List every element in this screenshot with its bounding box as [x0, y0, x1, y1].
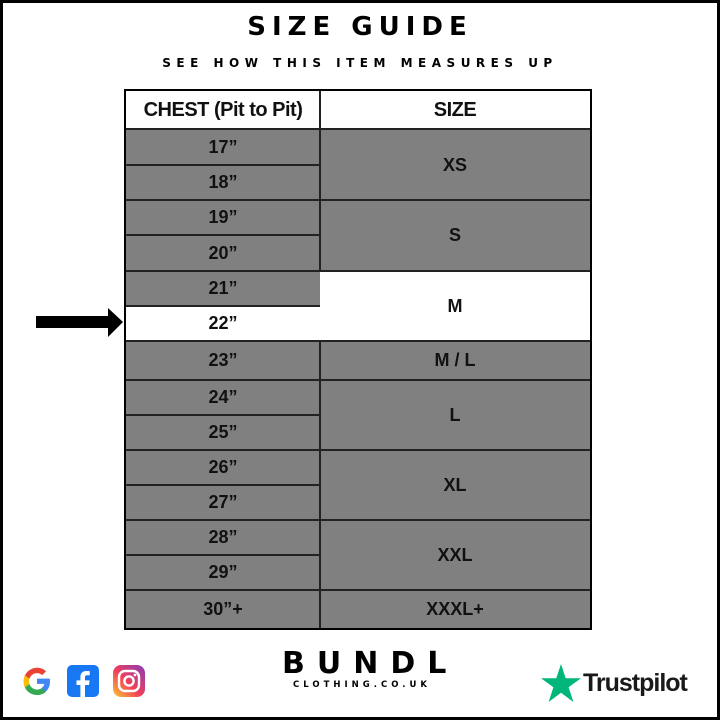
- table-divider: [319, 341, 321, 380]
- chest-cell: 27”: [208, 492, 238, 512]
- table-divider: [126, 449, 590, 451]
- chest-cell: 20”: [208, 242, 238, 263]
- arrow-right-icon: [36, 308, 123, 337]
- chest-cell: 24”: [208, 387, 238, 407]
- size-cell: XL: [443, 474, 467, 495]
- size-cell: XXL: [437, 544, 473, 565]
- size-cell: L: [449, 404, 461, 425]
- size-table: CHEST (Pit to Pit) SIZE 17” 18” 19” 20” 21” 22”…: [124, 89, 592, 630]
- chest-cell: 23”: [208, 350, 238, 370]
- chest-cell: 19”: [208, 207, 238, 227]
- table-divider: [126, 305, 320, 307]
- page-subtitle: SEE HOW THIS ITEM MEASURES UP: [162, 56, 558, 70]
- table-divider: [126, 340, 590, 342]
- table-divider: [126, 270, 590, 272]
- size-cell: M: [320, 271, 590, 341]
- size-cell: XS: [442, 154, 467, 175]
- bundl-logo: BUNDL CLOTHING.CO.UK: [270, 646, 459, 691]
- trustpilot-text: Trustpilot: [583, 668, 688, 697]
- column-header-chest: CHEST (Pit to Pit): [126, 91, 320, 130]
- chest-cell: 18”: [208, 172, 238, 192]
- table-divider: [126, 519, 590, 521]
- size-cell: XXXL+: [426, 598, 484, 619]
- table-divider: [126, 199, 590, 201]
- chest-cell: 29”: [208, 562, 238, 582]
- table-divider: [319, 380, 321, 450]
- star-icon: [541, 664, 581, 702]
- table-divider: [126, 164, 320, 166]
- table-divider: [319, 130, 321, 200]
- page-title: SIZE GUIDE: [247, 12, 473, 42]
- chest-cell: 30”+: [203, 598, 243, 619]
- size-cell: M / L: [434, 350, 476, 370]
- table-divider: [319, 590, 321, 628]
- google-icon[interactable]: [20, 664, 54, 698]
- size-cell: S: [448, 225, 461, 245]
- table-divider: [126, 554, 320, 556]
- facebook-icon[interactable]: [66, 664, 100, 698]
- chest-cell: 17”: [208, 137, 238, 157]
- chest-cell: 25”: [208, 422, 238, 442]
- table-divider: [126, 484, 320, 486]
- table-divider: [126, 128, 590, 130]
- column-header-size: SIZE: [320, 91, 590, 130]
- chest-cell: 28”: [208, 527, 238, 547]
- instagram-icon[interactable]: [112, 664, 146, 698]
- table-divider: [126, 589, 590, 591]
- brand-domain: CLOTHING.CO.UK: [293, 680, 431, 690]
- chest-cell: 22”: [126, 306, 320, 341]
- table-divider: [319, 91, 321, 130]
- table-divider: [319, 200, 321, 271]
- chest-cell: 26”: [208, 457, 238, 477]
- chest-cell: 21”: [208, 278, 238, 298]
- table-divider: [126, 234, 320, 236]
- trustpilot-logo[interactable]: Trustpilot: [541, 664, 688, 702]
- table-divider: [126, 414, 320, 416]
- table-divider: [319, 450, 321, 520]
- brand-name: BUNDL: [282, 646, 459, 681]
- table-divider: [319, 520, 321, 590]
- table-divider: [126, 379, 590, 381]
